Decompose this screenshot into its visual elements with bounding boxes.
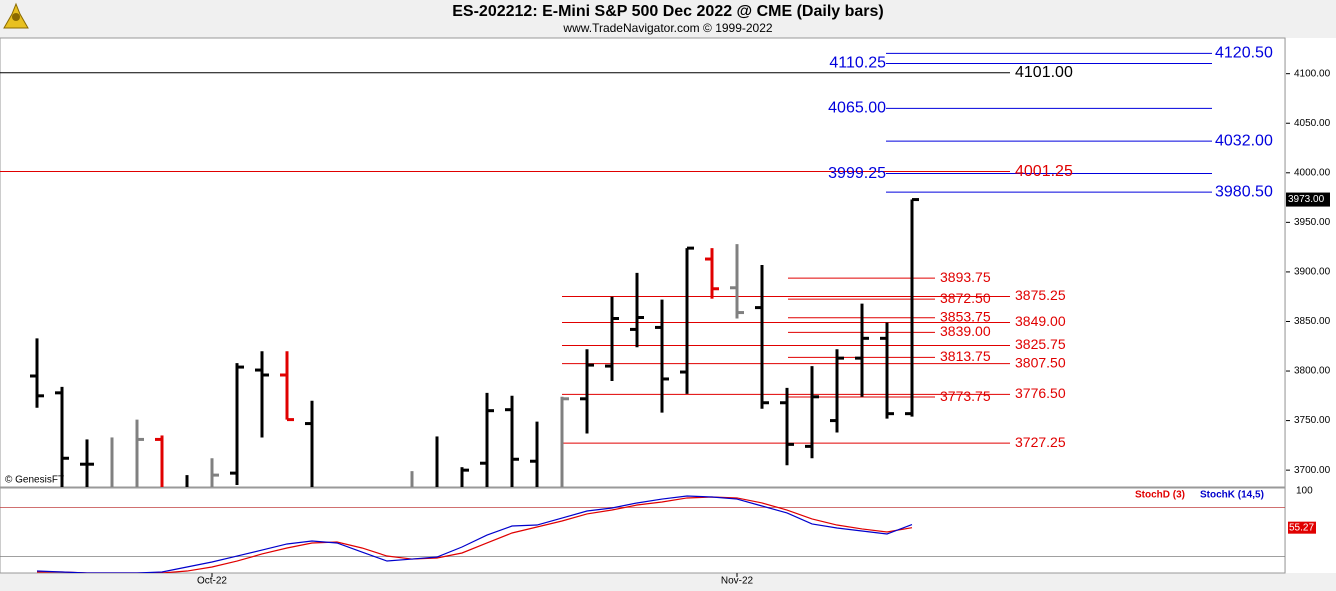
- y-tick-label: 3750.00: [1294, 415, 1331, 426]
- y-axis-strip: [1286, 38, 1336, 573]
- x-tick-label: Oct-22: [197, 576, 227, 587]
- y-tick-label: 3800.00: [1294, 366, 1331, 377]
- y-tick-label: 3700.00: [1294, 465, 1331, 476]
- level-label: 3893.75: [940, 269, 991, 285]
- x-axis-strip: [0, 574, 1336, 591]
- chart-subtitle: www.TradeNavigator.com © 1999-2022: [562, 21, 772, 35]
- y-tick-label: 4000.00: [1294, 167, 1331, 178]
- level-label: 4110.25: [829, 55, 886, 72]
- stoch-line: [37, 496, 913, 573]
- stoch-tag: [1288, 521, 1316, 534]
- level-label: 3999.25: [828, 165, 886, 182]
- level-label: 3875.25: [1015, 287, 1066, 303]
- x-tick-label: Nov-22: [721, 576, 754, 587]
- stoch-line: [36, 495, 913, 573]
- level-label: 3872.50: [940, 290, 991, 306]
- level-label: 3839.00: [940, 323, 991, 339]
- logo: [3, 2, 29, 29]
- stoch: [0, 495, 1285, 573]
- y-tick-label: 100: [1296, 486, 1313, 497]
- legend-entry: StochD (3): [1135, 490, 1185, 501]
- y-tick-label: 3850.00: [1294, 316, 1331, 327]
- level-label: 3727.25: [1015, 434, 1066, 450]
- price-pane: [0, 37, 1286, 488]
- y-tick-label: 3900.00: [1294, 267, 1331, 278]
- level-label: 4101.00: [1015, 64, 1073, 81]
- level-label: 4032.00: [1215, 132, 1273, 149]
- legend-entry: StochK (14,5): [1200, 490, 1264, 501]
- indicator-pane: [0, 487, 1286, 574]
- chart-title: ES-202212: E-Mini S&P 500 Dec 2022 @ CME…: [452, 3, 884, 20]
- level-label: 3807.50: [1015, 354, 1066, 370]
- last-price-label: 3973.00: [1288, 194, 1325, 205]
- level-label: 3773.75: [940, 388, 991, 404]
- level-label: 3849.00: [1015, 313, 1066, 329]
- last-price-tag: [1286, 192, 1330, 207]
- y-tick-label: 4050.00: [1294, 118, 1331, 129]
- level-label: 3813.75: [940, 348, 991, 364]
- level-label: 4065.00: [828, 100, 886, 117]
- y-tick-label: 3950.00: [1294, 217, 1331, 228]
- plot: [0, 52, 1212, 487]
- level-label: 3853.75: [940, 308, 991, 324]
- level-label: 3980.50: [1215, 183, 1273, 200]
- level-label: 3825.75: [1015, 336, 1066, 352]
- stoch-tag-label: 55.27: [1289, 522, 1314, 533]
- level-label: 4120.50: [1215, 45, 1273, 62]
- level-label: 4001.25: [1015, 163, 1073, 180]
- header: [0, 0, 1336, 37]
- watermark: © GenesisFT: [5, 475, 64, 486]
- y-tick-label: 4100.00: [1294, 68, 1331, 79]
- level-label: 3776.50: [1015, 385, 1066, 401]
